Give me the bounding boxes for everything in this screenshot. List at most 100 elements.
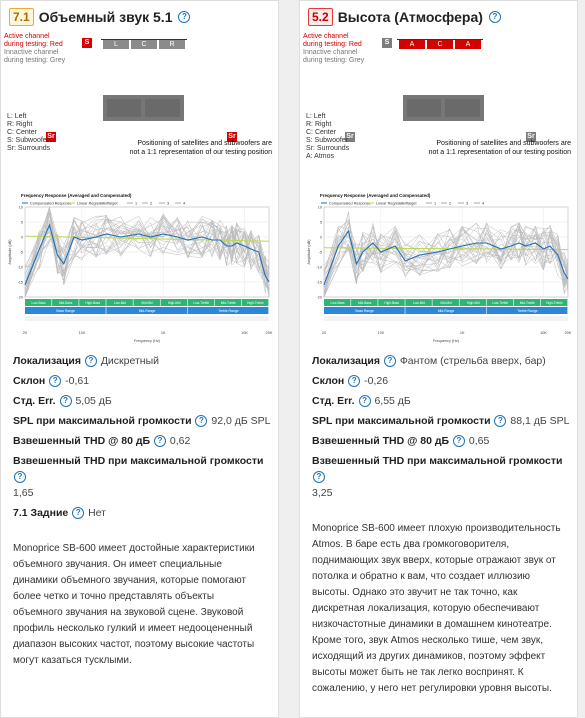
band-cell (513, 299, 541, 306)
band-cell (540, 299, 568, 306)
help-icon[interactable]: ? (313, 471, 325, 484)
band-cell (187, 299, 215, 306)
y-tick-label: 10 (19, 206, 23, 210)
legend-entry: 4 (183, 202, 185, 206)
y-tick-label: 10 (318, 206, 322, 210)
measurement-trace (24, 213, 270, 298)
band-label: High-Bass (384, 301, 399, 305)
help-icon[interactable]: ? (452, 435, 465, 448)
measurement-trace (24, 214, 270, 294)
x-tick-label: 20 (322, 331, 326, 335)
range-label: Treble Range (517, 309, 538, 313)
surround-left-marker: Sr (345, 132, 355, 142)
score-badge: 7.1 (9, 8, 34, 26)
band-cell (324, 299, 351, 306)
help-icon[interactable]: ? (358, 395, 371, 408)
band-label: Low-Bass (331, 301, 345, 305)
y-tick-label: -20 (317, 296, 323, 300)
subwoofer-marker: S (82, 38, 92, 48)
band-cell (405, 299, 432, 306)
compensated-response-line (24, 223, 270, 286)
regression-line (24, 235, 270, 242)
range-cell (405, 307, 487, 314)
sofa-icon (103, 95, 184, 121)
measurement-trace (24, 206, 270, 275)
band-cell (432, 299, 459, 306)
x-axis-label: Frequency (Hz) (433, 339, 460, 343)
y-tick-label: 0 (21, 236, 23, 240)
help-icon[interactable]: ? (49, 375, 62, 388)
section-title: Высота (Атмосфера) (337, 9, 483, 25)
measurement-trace (24, 210, 270, 298)
channel-r: R (159, 40, 185, 49)
section-header: 7.1 Объемный звук 5.1 ? (9, 8, 191, 26)
channel-atmos-left: A (399, 40, 425, 49)
y-axis-label: Amplitude (dB) (307, 239, 311, 265)
x-tick-label: 1K (460, 331, 465, 335)
measurement-trace (323, 223, 569, 294)
description-text: Monoprice SB-600 имеет достойные характе… (13, 543, 255, 666)
section-header: 5.2 Высота (Атмосфера) ? (308, 8, 502, 26)
help-icon[interactable]: ? (383, 355, 396, 368)
stats-list: Локализация ? Фантом (стрельба вверх, ба… (312, 355, 570, 499)
help-icon[interactable]: ? (59, 395, 72, 408)
legend-entry: Linear Regression (77, 202, 108, 206)
frequency-response-chart: Frequency Response (Averaged and Compens… (307, 193, 572, 343)
measurement-trace (323, 212, 569, 274)
atmos-card: 5.2 Высота (Атмосфера) ? Active channel d… (299, 0, 578, 718)
y-tick-label: -10 (317, 266, 323, 270)
help-icon[interactable]: ? (348, 375, 361, 388)
active-note: Active channel during testing: Red (4, 33, 63, 48)
range-cell (486, 307, 568, 314)
band-label: Mid-Treble (520, 301, 535, 305)
y-tick-label: 0 (320, 236, 322, 240)
y-tick-label: -5 (20, 251, 23, 255)
surround-right-marker: Sr (526, 132, 536, 142)
band-label: Mid-Bass (358, 301, 372, 305)
help-icon[interactable]: ? (488, 11, 501, 23)
legend-entry: 1 (135, 202, 137, 206)
y-tick-label: -15 (18, 281, 24, 285)
channel-atmos-right: A (455, 40, 481, 49)
band-label: Low-Treble (193, 301, 209, 305)
help-icon[interactable]: ? (84, 355, 97, 368)
sofa-icon (403, 95, 484, 121)
x-tick-label: 20K (565, 331, 572, 335)
band-label: High-Mid (168, 301, 181, 305)
measurement-trace (323, 222, 569, 288)
soundbar: L C R (101, 39, 187, 50)
measurement-trace (323, 221, 569, 293)
help-icon[interactable]: ? (178, 11, 191, 23)
band-label: Mid-Bass (59, 301, 73, 305)
active-note: Active channel during testing: Red (303, 33, 362, 48)
legend-entry: Target (406, 202, 417, 206)
positioning-note: Positioning of satellites and subwoofers… (129, 140, 272, 156)
legend-entry: Compensated Response (329, 202, 371, 206)
band-label: Mid-Treble (221, 301, 236, 305)
stats-list: Локализация ? Дискретный Склон ? -0,61 С… (13, 355, 271, 520)
measurement-trace (323, 222, 569, 298)
range-label: Bass Range (56, 309, 75, 313)
range-label: Mid-Range (139, 309, 156, 313)
y-tick-label: -20 (18, 296, 24, 300)
range-cell (187, 307, 269, 314)
help-icon[interactable]: ? (195, 415, 208, 428)
band-cell (79, 299, 106, 306)
x-tick-label: 100 (79, 331, 85, 335)
help-icon[interactable]: ? (72, 507, 85, 520)
legend-entry: 2 (449, 202, 451, 206)
help-icon[interactable]: ? (494, 415, 507, 428)
band-cell (351, 299, 378, 306)
band-cell (25, 299, 52, 306)
help-icon[interactable]: ? (14, 471, 26, 484)
inactive-note: Innactive channel during testing: Grey (303, 49, 365, 64)
help-icon[interactable]: ? (153, 435, 166, 448)
y-tick-label: -10 (18, 266, 24, 270)
measurement-trace (323, 222, 569, 298)
x-tick-label: 10K (540, 331, 547, 335)
frequency-response-chart: Frequency Response (Averaged and Compens… (8, 193, 273, 343)
legend-entry: 1 (434, 202, 436, 206)
x-tick-label: 10K (241, 331, 248, 335)
x-tick-label: 20K (266, 331, 273, 335)
band-cell (486, 299, 514, 306)
